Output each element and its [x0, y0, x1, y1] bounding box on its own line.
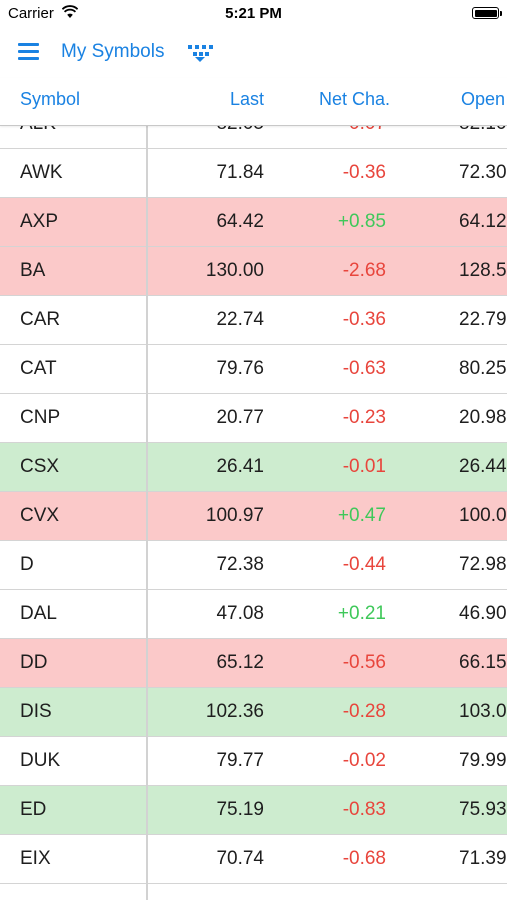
last-cell: 79.77 — [216, 750, 264, 771]
table-row[interactable]: DUK 79.77 -0.02 79.99 — [0, 737, 507, 786]
open-cell: 71.39 — [459, 848, 507, 869]
column-open[interactable]: Open — [461, 89, 506, 109]
dropdown-dots-icon[interactable] — [187, 42, 213, 64]
net-change-cell: -2.68 — [342, 260, 386, 281]
net-change-cell: +0.85 — [337, 211, 386, 232]
symbol-cell: CAR — [20, 309, 61, 330]
table-row[interactable]: DD 65.12 -0.56 66.15 — [0, 639, 507, 688]
table-row[interactable]: CAR 22.74 -0.36 22.79 — [0, 296, 507, 345]
column-net-change[interactable]: Net Cha. — [318, 89, 390, 109]
battery-icon — [472, 7, 502, 19]
net-change-cell: -0.63 — [342, 358, 386, 379]
table-row[interactable]: CSX 26.41 -0.01 26.44 — [0, 443, 507, 492]
last-cell: 22.74 — [216, 309, 264, 330]
symbol-cell: ED — [20, 799, 47, 820]
symbol-cell: DIS — [20, 701, 52, 722]
table-row[interactable]: DIS 102.36 -0.28 103.02 — [0, 688, 507, 737]
carrier-label: Carrier — [8, 5, 54, 22]
symbol-cell: DAL — [20, 603, 57, 624]
symbol-cell: AXP — [20, 211, 59, 232]
table-row[interactable]: EIX 70.74 -0.68 71.39 — [0, 835, 507, 884]
last-cell: 71.84 — [216, 162, 264, 183]
open-cell: 66.15 — [459, 652, 507, 673]
net-change-cell: -0.44 — [342, 554, 386, 575]
symbol-cell: EIX — [20, 848, 51, 869]
open-cell: 80.25 — [459, 358, 507, 379]
net-change-cell: -0.68 — [342, 848, 386, 869]
net-change-cell: +0.47 — [337, 505, 386, 526]
table-row[interactable]: CVX 100.97 +0.47 100.08 — [0, 492, 507, 541]
open-cell: 75.93 — [459, 799, 507, 820]
net-change-cell: -0.23 — [342, 407, 386, 428]
last-cell: 70.74 — [216, 848, 264, 869]
symbols-table[interactable]: ALK82.05-0.0782.10AWK71.84-0.3672.30AXP6… — [0, 100, 507, 900]
open-cell: 64.12 — [459, 211, 507, 232]
status-bar: Carrier 5:21 PM — [0, 0, 507, 26]
open-cell: 79.99 — [459, 750, 507, 771]
nav-bar: My Symbols — [0, 26, 507, 78]
open-cell: 100.08 — [459, 505, 507, 526]
menu-icon[interactable] — [18, 43, 39, 60]
last-cell: 102.36 — [205, 701, 264, 722]
symbol-cell: DD — [20, 652, 48, 673]
open-cell: 103.02 — [459, 701, 507, 722]
last-cell: 64.42 — [216, 211, 264, 232]
last-cell: 79.76 — [216, 358, 264, 379]
net-change-cell: -0.01 — [342, 456, 386, 477]
last-cell: 100.97 — [205, 505, 264, 526]
last-cell: 20.77 — [216, 407, 264, 428]
clock: 5:21 PM — [225, 5, 282, 22]
symbol-cell: BA — [20, 260, 46, 281]
net-change-cell: -0.36 — [342, 309, 386, 330]
table-row[interactable]: DAL 47.08 +0.21 46.90 — [0, 590, 507, 639]
last-cell: 65.12 — [216, 652, 264, 673]
open-cell: 128.55 — [459, 260, 507, 281]
open-cell: 46.90 — [459, 603, 507, 624]
last-cell: 130.00 — [205, 260, 264, 281]
open-cell: 72.98 — [459, 554, 507, 575]
table-row[interactable]: BA 130.00 -2.68 128.55 — [0, 247, 507, 296]
table-row[interactable]: CNP 20.77 -0.23 20.98 — [0, 394, 507, 443]
table-row[interactable]: CAT 79.76 -0.63 80.25 — [0, 345, 507, 394]
net-change-cell: -0.56 — [342, 652, 386, 673]
table-row[interactable]: ED 75.19 -0.83 75.93 — [0, 786, 507, 835]
symbol-cell: D — [20, 554, 34, 575]
table-row[interactable]: D 72.38 -0.44 72.98 — [0, 541, 507, 590]
symbol-cell: CSX — [20, 456, 60, 477]
open-cell: 26.44 — [459, 456, 507, 477]
net-change-cell: -0.02 — [342, 750, 386, 771]
column-symbol[interactable]: Symbol — [20, 89, 81, 109]
symbol-cell: CNP — [20, 407, 61, 428]
open-cell: 22.79 — [459, 309, 507, 330]
table-row[interactable]: AXP 64.42 +0.85 64.12 — [0, 198, 507, 247]
open-cell: 72.30 — [459, 162, 507, 183]
last-cell: 26.41 — [216, 456, 264, 477]
nav-title[interactable]: My Symbols — [61, 41, 165, 62]
table-row[interactable]: AWK 71.84 -0.36 72.30 — [0, 149, 507, 198]
net-change-cell: +0.21 — [337, 603, 386, 624]
column-divider — [146, 125, 148, 900]
wifi-icon — [62, 5, 78, 18]
symbol-cell: DUK — [20, 750, 61, 771]
net-change-cell: -0.83 — [342, 799, 386, 820]
open-cell: 20.98 — [459, 407, 507, 428]
net-change-cell: -0.36 — [342, 162, 386, 183]
symbol-cell: CVX — [20, 505, 60, 526]
net-change-cell: -0.28 — [342, 701, 386, 722]
last-cell: 75.19 — [216, 799, 264, 820]
column-last[interactable]: Last — [229, 89, 264, 109]
last-cell: 47.08 — [216, 603, 264, 624]
column-header: Symbol Last Net Cha. Open — [0, 78, 507, 126]
symbol-cell: CAT — [20, 358, 57, 379]
symbol-cell: AWK — [20, 162, 63, 183]
last-cell: 72.38 — [216, 554, 264, 575]
